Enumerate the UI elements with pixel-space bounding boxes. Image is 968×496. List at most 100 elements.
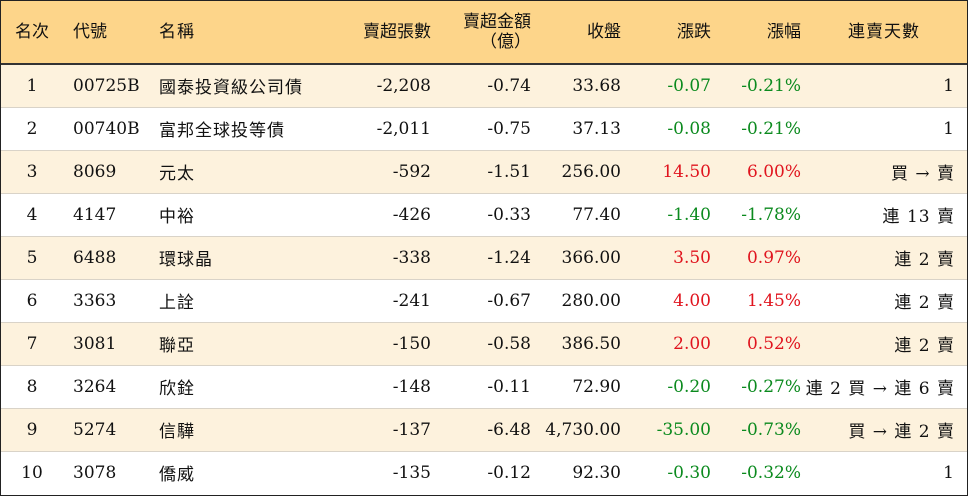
- cell-close: 33.68: [531, 64, 621, 108]
- cell-code: 4147: [63, 193, 155, 237]
- cell-name: 中裕: [155, 193, 349, 237]
- cell-close: 4,730.00: [531, 408, 621, 452]
- table-row: 10 3078 僑威 -135 -0.12 92.30 -0.30 -0.32% 1: [1, 451, 967, 494]
- cell-sell-amount: -0.12: [487, 462, 531, 483]
- cell-close: 366.00: [531, 236, 621, 280]
- cell-code: 00740B: [63, 107, 155, 151]
- cell-sell-sheets: -592: [349, 150, 431, 194]
- cell-change: -35.00: [621, 408, 711, 452]
- table-row: 5 6488 環球晶 -338 -1.24 366.00 3.50 0.97% 連 2 賣: [1, 236, 967, 280]
- cell-change: -0.30: [667, 462, 711, 483]
- cell-close: 92.30: [572, 462, 621, 483]
- cell-change: -1.40: [621, 193, 711, 237]
- cell-name: 信驊: [155, 408, 349, 452]
- cell-close: 77.40: [531, 193, 621, 237]
- header-sell-amount-line2: （億）: [480, 32, 531, 52]
- cell-sell-sheets: -148: [349, 365, 431, 409]
- table-row: 1 00725B 國泰投資級公司債 -2,208 -0.74 33.68 -0.07 -0.2…: [1, 64, 967, 108]
- header-change: 漲跌: [621, 1, 711, 65]
- cell-change-pct: 0.52%: [711, 322, 801, 366]
- cell-code: 3081: [63, 322, 155, 366]
- cell-change-pct: -0.32%: [741, 462, 801, 483]
- header-code: 代號: [63, 1, 155, 65]
- cell-sell-amount: -6.48: [431, 408, 531, 452]
- cell-code: 3078: [73, 462, 117, 483]
- cell-close: 37.13: [531, 107, 621, 151]
- cell-sell-sheets: -2,208: [349, 64, 431, 108]
- cell-sell-amount: -0.75: [431, 107, 531, 151]
- cell-code: 5274: [63, 408, 155, 452]
- cell-change: 3.50: [621, 236, 711, 280]
- table-row: 6 3363 上詮 -241 -0.67 280.00 4.00 1.45% 連 2 賣: [1, 279, 967, 323]
- header-consecutive-sell-days: 連賣天數: [801, 1, 967, 65]
- cell-sell-sheets: -135: [392, 462, 431, 483]
- cell-sell-sheets: -137: [349, 408, 431, 452]
- cell-close: 386.50: [531, 322, 621, 366]
- cell-rank: 9: [1, 408, 63, 452]
- cell-sell-amount: -0.33: [431, 193, 531, 237]
- cell-name: 上詮: [155, 279, 349, 323]
- cell-sell-sheets: -2,011: [349, 107, 431, 151]
- header-sell-amount-line1: 賣超金額: [463, 12, 531, 32]
- cell-change-pct: -0.21%: [711, 64, 801, 108]
- cell-code: 6488: [63, 236, 155, 280]
- header-close: 收盤: [531, 1, 621, 65]
- cell-sell-sheets: -338: [349, 236, 431, 280]
- table-row: 3 8069 元太 -592 -1.51 256.00 14.50 6.00% 買 → 賣: [1, 150, 967, 194]
- cell-change-pct: -0.27%: [711, 365, 801, 409]
- cell-change-pct: 1.45%: [711, 279, 801, 323]
- cell-sell-amount: -0.74: [431, 64, 531, 108]
- cell-sell-amount: -0.11: [431, 365, 531, 409]
- cell-consecutive-sell-days: 1: [943, 462, 955, 483]
- cell-sell-amount: -0.58: [431, 322, 531, 366]
- header-change-pct: 漲幅: [711, 1, 801, 65]
- cell-close: 256.00: [531, 150, 621, 194]
- cell-code: 00725B: [63, 64, 155, 108]
- cell-change: 14.50: [621, 150, 711, 194]
- table-row: 9 5274 信驊 -137 -6.48 4,730.00 -35.00 -0.73% 買 → …: [1, 408, 967, 452]
- cell-rank: 6: [1, 279, 63, 323]
- cell-code: 3363: [63, 279, 155, 323]
- cell-consecutive-sell-days: 連 2 買 → 連 6 賣: [801, 365, 967, 409]
- cell-close: 280.00: [531, 279, 621, 323]
- cell-change: -0.08: [621, 107, 711, 151]
- table-body: 1 00725B 國泰投資級公司債 -2,208 -0.74 33.68 -0.07 -0.2…: [1, 64, 967, 494]
- cell-change-pct: -1.78%: [711, 193, 801, 237]
- cell-change: 2.00: [621, 322, 711, 366]
- cell-change: 4.00: [621, 279, 711, 323]
- header-rank: 名次: [1, 1, 63, 65]
- cell-change: -0.07: [621, 64, 711, 108]
- header-name: 名稱: [155, 1, 349, 65]
- table-row: 2 00740B 富邦全球投等債 -2,011 -0.75 37.13 -0.08 -0.21…: [1, 107, 967, 151]
- cell-sell-amount: -1.24: [431, 236, 531, 280]
- cell-rank: 8: [1, 365, 63, 409]
- cell-sell-sheets: -241: [349, 279, 431, 323]
- cell-name: 僑威: [159, 465, 195, 486]
- cell-rank: 5: [1, 236, 63, 280]
- cell-consecutive-sell-days: 連 2 賣: [801, 236, 967, 280]
- cell-rank: 1: [1, 64, 63, 108]
- cell-rank: 2: [1, 107, 63, 151]
- cell-consecutive-sell-days: 連 13 賣: [801, 193, 967, 237]
- cell-sell-sheets: -426: [349, 193, 431, 237]
- cell-change-pct: 6.00%: [711, 150, 801, 194]
- table-row: 7 3081 聯亞 -150 -0.58 386.50 2.00 0.52% 連 2 賣: [1, 322, 967, 366]
- cell-consecutive-sell-days: 連 2 賣: [801, 322, 967, 366]
- cell-name: 國泰投資級公司債: [155, 64, 349, 108]
- cell-name: 環球晶: [155, 236, 349, 280]
- cell-sell-amount: -1.51: [431, 150, 531, 194]
- cell-name: 欣銓: [155, 365, 349, 409]
- cell-change-pct: -0.73%: [711, 408, 801, 452]
- cell-consecutive-sell-days: 1: [801, 107, 967, 151]
- cell-code: 3264: [63, 365, 155, 409]
- header-sell-sheets: 賣超張數: [349, 1, 431, 65]
- cell-change-pct: 0.97%: [711, 236, 801, 280]
- cell-name: 聯亞: [155, 322, 349, 366]
- table-header: 名次 代號 名稱 賣超張數 賣超金額 （億） 收盤 漲跌 漲幅 連賣天數: [1, 1, 967, 65]
- cell-close: 72.90: [531, 365, 621, 409]
- cell-rank: 10: [21, 462, 43, 483]
- cell-change-pct: -0.21%: [711, 107, 801, 151]
- table-row: 4 4147 中裕 -426 -0.33 77.40 -1.40 -1.78% 連 13 賣: [1, 193, 967, 237]
